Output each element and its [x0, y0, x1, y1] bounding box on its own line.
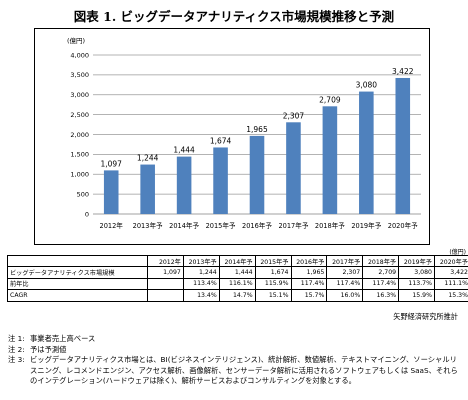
data-label: 1,674 — [210, 136, 232, 145]
data-label: 1,244 — [137, 154, 159, 163]
bar — [395, 77, 411, 214]
table-cell: 15.1% — [254, 289, 292, 302]
table-cell: 111.1% — [434, 277, 468, 291]
bar — [249, 135, 265, 214]
bar — [176, 156, 192, 214]
bar — [286, 122, 301, 214]
table-cell — [147, 289, 184, 302]
y-tick-label: 4,000 — [70, 51, 89, 59]
notes: 注 1: 事業者売上高ベース注 2: 予は予測値注 3: ビッグデータアナリティクス市… — [8, 334, 463, 387]
table-header-cell: 2015年予 — [254, 254, 292, 268]
y-tick-label: 500 — [77, 190, 89, 198]
table-row: CAGR 13.4% 14.7% 15.1% 15.7% 16.0% 16.3% 15.9% 1… — [7, 289, 468, 302]
bar — [103, 170, 119, 214]
table-cell — [147, 277, 184, 291]
x-tick-label: 2013年予 — [133, 221, 163, 230]
x-tick-label: 2016年予 — [242, 221, 272, 230]
note-text: 事業者売上高ベース — [30, 334, 96, 343]
bar — [322, 106, 338, 214]
y-tick-label: 2,500 — [70, 111, 89, 119]
data-label: 2,307 — [283, 111, 305, 120]
y-tick-label: 3,000 — [70, 91, 89, 99]
data-label: 1,444 — [173, 146, 195, 155]
note-label: 注 2: — [8, 344, 25, 354]
table-row: ビッグデータアナリティクス市場規模 1,097 1,244 1,444 1,674 1,9… — [7, 266, 468, 279]
bar — [213, 147, 228, 214]
x-tick-label: 2012年 — [100, 221, 124, 230]
bar — [140, 164, 155, 214]
table-cell: 14.7% — [218, 289, 256, 302]
x-tick-label: 2014年予 — [169, 221, 199, 230]
table-cell: 117.4% — [290, 277, 328, 291]
table-cell: 1,674 — [254, 266, 292, 279]
table-header-cell: 2016年予 — [290, 254, 328, 268]
table-cell: 1,444 — [218, 266, 256, 279]
x-tick-label: 2019年予 — [351, 221, 381, 230]
data-label: 3,422 — [392, 67, 414, 76]
table-header-cell: 2017年予 — [326, 254, 364, 268]
table-cell: 1,965 — [290, 266, 328, 279]
y-tick-label: 3,500 — [70, 71, 89, 79]
note-item: 注 1: 事業者売上高ベース — [8, 334, 463, 345]
table-cell: 3,422 — [434, 266, 468, 279]
data-label: 3,080 — [356, 81, 378, 90]
table-cell: 116.1% — [218, 277, 256, 291]
table-header-cell: 2013年予 — [182, 254, 220, 268]
table-cell: 16.3% — [362, 289, 400, 302]
table-header-cell: 2020年予 — [434, 254, 468, 268]
table-header-cell: 2019年予 — [398, 254, 435, 268]
y-tick-label: 2,000 — [70, 131, 89, 139]
y-tick-label: 1,500 — [70, 151, 89, 159]
table-cell: 1,244 — [182, 266, 220, 279]
table-header-cell: 2012年 — [147, 254, 184, 268]
source-note: 矢野経済研究所推計 — [393, 312, 458, 321]
y-tick-label: 0 — [85, 210, 89, 218]
table-header-cell: 2018年予 — [362, 254, 400, 268]
data-label: 1,965 — [246, 125, 268, 134]
data-label: 1,097 — [100, 159, 122, 168]
x-tick-label: 2020年予 — [388, 221, 418, 230]
table-cell: 2,709 — [362, 266, 400, 279]
note-label: 注 3: — [8, 355, 25, 365]
table-cell: 115.9% — [254, 277, 292, 291]
table-unit: (億円) — [449, 249, 466, 256]
bar-chart: (億円) 0 500 1,000 1,500 2,000 2,500 3,000 3,500 4… — [67, 36, 421, 230]
table-header-cell: 2014年予 — [218, 254, 256, 268]
data-table: 2012年 2013年予 2014年予 2015年予 2016年予 2017年予 2018年… — [7, 254, 468, 302]
table-cell: 117.4% — [362, 277, 400, 291]
table-row-label: ビッグデータアナリティクス市場規模 — [7, 266, 148, 279]
note-item: 注 3: ビッグデータアナリティクス市場とは、BI(ビジネスインテリジェンス)、統… — [8, 355, 463, 387]
note-item: 注 2: 予は予測値 — [8, 345, 463, 356]
data-table-container: 2012年 2013年予 2014年予 2015年予 2016年予 2017年予 2018年… — [7, 254, 468, 302]
x-tick-label: 2017年予 — [278, 221, 308, 230]
chart-area: (億円) 0 500 1,000 1,500 2,000 2,500 3,000 3,500 4… — [34, 28, 430, 245]
table-cell: 16.0% — [326, 289, 364, 302]
note-text: 予は予測値 — [30, 344, 67, 354]
y-axis-unit: (億円) — [67, 36, 85, 45]
table-cell: 15.7% — [290, 289, 328, 302]
figure-title: 図表 1. ビッグデータアナリティクス市場規模推移と予測 — [73, 9, 395, 24]
table-cell: 113.7% — [398, 277, 435, 291]
table-cell: 113.4% — [182, 277, 220, 291]
table-cell: 1,097 — [147, 266, 184, 279]
table-cell: 3,080 — [398, 266, 435, 279]
table-cell: 117.4% — [326, 277, 364, 291]
x-tick-label: 2015年予 — [206, 221, 236, 230]
table-header-row: 2012年 2013年予 2014年予 2015年予 2016年予 2017年予 2018年… — [7, 254, 468, 268]
table-row-label: CAGR — [7, 289, 148, 302]
bar — [359, 91, 374, 214]
table-header-corner — [7, 254, 148, 268]
table-cell: 15.3% — [434, 289, 468, 302]
table-cell: 2,307 — [326, 266, 364, 279]
y-tick-label: 1,000 — [70, 171, 89, 179]
note-text: ビッグデータアナリティクス市場とは、BI(ビジネスインテリジェンス)、統計解析、… — [30, 355, 458, 386]
x-tick-label: 2018年予 — [315, 221, 345, 230]
table-cell: 15.9% — [398, 289, 435, 302]
table-row-label: 前年比 — [7, 277, 148, 291]
data-label: 2,709 — [319, 95, 341, 104]
table-row: 前年比 113.4% 116.1% 115.9% 117.4% 117.4% 117.4% 1… — [7, 277, 468, 291]
note-label: 注 1: — [8, 334, 25, 343]
table-cell: 13.4% — [182, 289, 220, 302]
